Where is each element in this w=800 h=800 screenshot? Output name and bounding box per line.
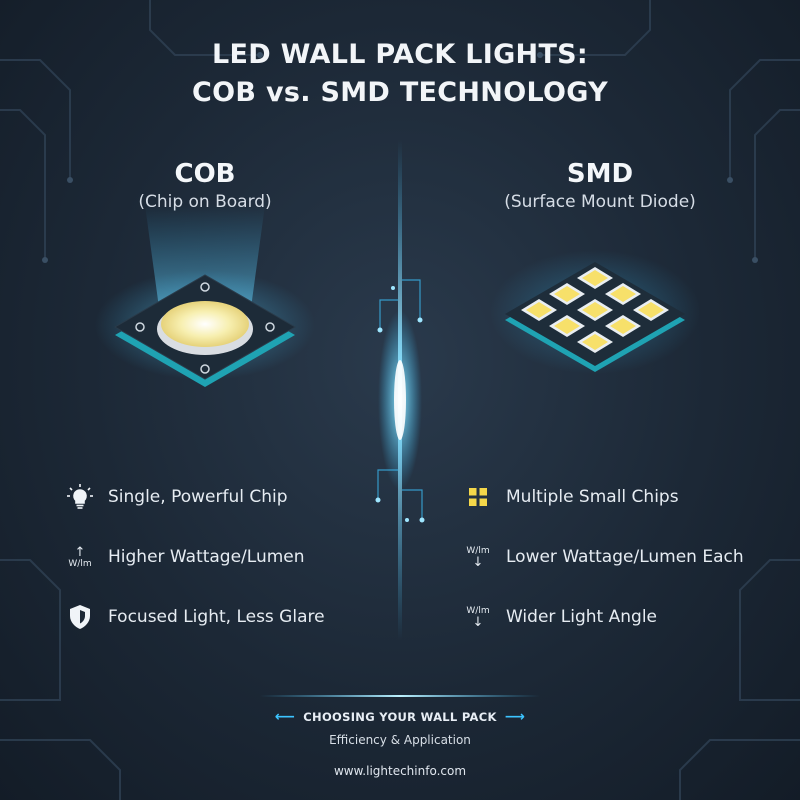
smd-chip-emitter: [638, 302, 664, 318]
grid-squares-icon: [460, 479, 496, 515]
cob-feature-2-text: Higher Wattage/Lumen: [108, 547, 305, 567]
smd-chip-emitter: [610, 286, 636, 302]
smd-feature-2-icon-label: W/lm: [466, 545, 490, 556]
smd-chip-emitter: [554, 318, 580, 334]
page-title: LED WALL PACK LIGHTS: COB vs. SMD TECHNO…: [0, 36, 800, 112]
smd-subtitle: (Surface Mount Diode): [504, 192, 696, 212]
website-link[interactable]: www.lightechinfo.com: [333, 764, 467, 778]
smd-feature-2: W/lm ↓ Lower Wattage/Lumen Each: [460, 539, 744, 575]
cob-feature-3-text: Focused Light, Less Glare: [108, 607, 325, 627]
smd-chip-illustration: [490, 250, 700, 374]
footer-subheading: Efficiency & Application: [329, 733, 471, 747]
smd-chip-emitter: [582, 302, 608, 318]
smd-chip-emitter: [582, 270, 608, 286]
cob-feature-1: Single, Powerful Chip: [62, 479, 288, 515]
footer-heading: CHOOSING YOUR WALL PACK: [303, 710, 497, 724]
smd-chip-emitter: [582, 334, 608, 350]
footer-heading-row: ⟵ CHOOSING YOUR WALL PACK ⟶: [267, 709, 533, 725]
smd-header: SMD (Surface Mount Diode): [450, 158, 750, 214]
cob-feature-1-text: Single, Powerful Chip: [108, 487, 288, 507]
cob-feature-3: Focused Light, Less Glare: [62, 599, 325, 635]
smd-chip-emitter: [526, 302, 552, 318]
cob-feature-2-icon-label: W/lm: [68, 558, 92, 569]
arrow-left-icon: ⟵: [274, 709, 296, 725]
smd-feature-3-text: Wider Light Angle: [506, 607, 658, 627]
cob-feature-2: ↑ W/lm Higher Wattage/Lumen: [62, 539, 305, 575]
smd-feature-1-text: Multiple Small Chips: [506, 487, 679, 507]
title-line-2: COB vs. SMD TECHNOLOGY: [192, 77, 608, 108]
lightbulb-icon: [62, 479, 98, 515]
arrow-up-icon: ↑ W/lm: [68, 544, 92, 569]
arrow-right-icon: ⟶: [504, 709, 526, 725]
footer-glow-line: [260, 695, 540, 697]
smd-chip-emitter: [554, 286, 580, 302]
smd-chip-emitter: [610, 318, 636, 334]
smd-feature-2-text: Lower Wattage/Lumen Each: [506, 547, 744, 567]
arrow-down-icon: W/lm ↓: [466, 605, 490, 630]
cob-title: COB: [174, 159, 236, 189]
shield-icon: [62, 599, 98, 635]
smd-feature-1: Multiple Small Chips: [460, 479, 679, 515]
footer: ⟵ CHOOSING YOUR WALL PACK ⟶ Efficiency &…: [0, 706, 800, 747]
smd-title: SMD: [566, 159, 634, 189]
smd-feature-3-icon-label: W/lm: [466, 605, 490, 616]
arrow-down-icon: W/lm ↓: [466, 545, 490, 570]
title-line-1: LED WALL PACK LIGHTS:: [211, 39, 589, 70]
smd-feature-3: W/lm ↓ Wider Light Angle: [460, 599, 657, 635]
cob-chip-illustration: [95, 205, 315, 387]
